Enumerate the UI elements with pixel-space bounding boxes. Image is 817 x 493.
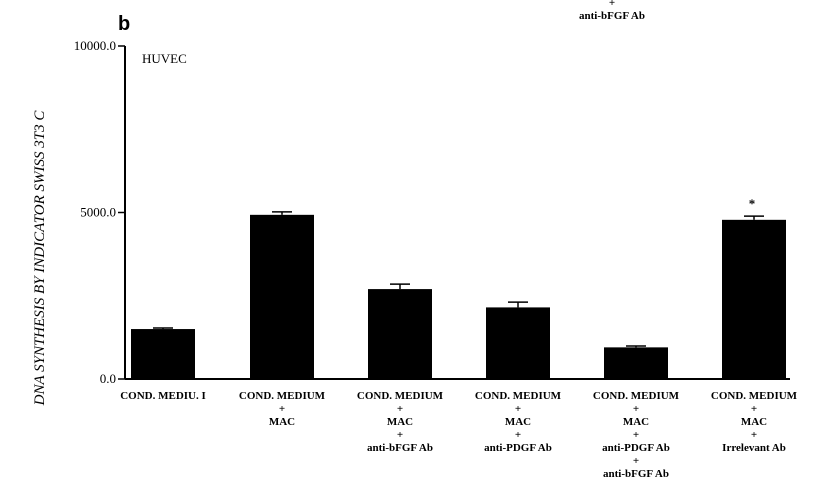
category-label: COND. MEDIUM + MAC + Irrelevant Ab: [711, 390, 798, 454]
category-label-line: Irrelevant Ab: [722, 442, 786, 454]
category-label-line: COND. MEDIUM: [593, 390, 680, 402]
category-label: COND. MEDIU. I: [120, 390, 206, 402]
category-label-line: COND. MEDIUM: [357, 390, 444, 402]
y-ticks: 0.0 5000.0 10000.0: [74, 38, 125, 386]
category-label-line: anti-bFGF Ab: [367, 442, 433, 454]
category-label-line: MAC: [269, 416, 295, 428]
panel-letter: b: [118, 13, 130, 35]
bar: [250, 214, 314, 379]
bar: [486, 307, 550, 379]
top-fragment-line: +: [609, 0, 615, 9]
category-label-line: +: [397, 403, 403, 415]
category-label-line: MAC: [623, 416, 649, 428]
inset-label: HUVEC: [142, 51, 187, 66]
category-label-line: +: [633, 455, 639, 467]
category-label: COND. MEDIUM + MAC + anti-bFGF Ab: [357, 390, 444, 454]
bar: [368, 289, 432, 379]
category-label-line: MAC: [741, 416, 767, 428]
category-label-line: COND. MEDIUM: [475, 390, 562, 402]
category-label-line: COND. MEDIUM: [239, 390, 326, 402]
y-tick-label: 5000.0: [80, 205, 116, 220]
category-label-line: anti-PDGF Ab: [484, 442, 552, 454]
category-label-line: anti-PDGF Ab: [602, 442, 670, 454]
category-label-line: anti-bFGF Ab: [603, 468, 669, 480]
category-label-line: +: [751, 429, 757, 441]
bars: *: [125, 196, 790, 380]
category-label-line: COND. MEDIU. I: [120, 390, 206, 402]
category-label-line: COND. MEDIUM: [711, 390, 798, 402]
category-label-line: +: [751, 403, 757, 415]
y-tick-label: 10000.0: [74, 38, 116, 53]
bar: [722, 219, 786, 379]
top-fragment-text: + anti-bFGF Ab: [579, 0, 645, 22]
bar: [604, 347, 668, 379]
category-label: COND. MEDIUM + MAC + anti-PDGF Ab + anti-bFGF …: [593, 390, 680, 480]
category-label-line: MAC: [387, 416, 413, 428]
category-label-line: +: [515, 403, 521, 415]
y-axis-label: DNA SYNTHESIS BY INDICATOR SWISS 3T3 C: [32, 110, 48, 407]
significance-mark: *: [749, 196, 756, 211]
category-label: COND. MEDIUM + MAC: [239, 390, 326, 428]
category-label-line: +: [279, 403, 285, 415]
category-label-line: +: [515, 429, 521, 441]
category-label: COND. MEDIUM + MAC + anti-PDGF Ab: [475, 390, 562, 454]
y-tick-label: 0.0: [100, 371, 116, 386]
category-label-line: +: [633, 429, 639, 441]
top-fragment-line: anti-bFGF Ab: [579, 10, 645, 22]
bar: [131, 329, 195, 379]
category-label-line: +: [397, 429, 403, 441]
category-label-line: MAC: [505, 416, 531, 428]
top-fragment-label: + anti-bFGF Ab: [579, 0, 645, 22]
category-label-line: +: [633, 403, 639, 415]
